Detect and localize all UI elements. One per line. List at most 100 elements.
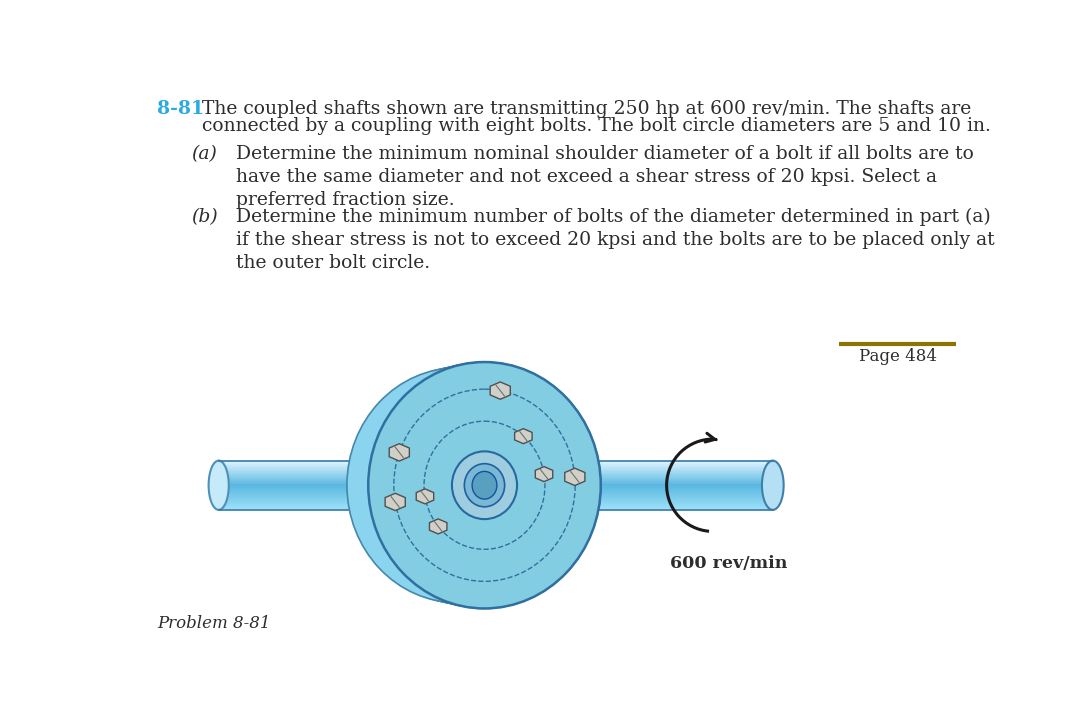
Ellipse shape <box>472 472 497 499</box>
Bar <box>218 479 489 480</box>
Bar <box>481 485 773 486</box>
Bar <box>481 482 773 484</box>
Bar <box>218 488 489 489</box>
Bar <box>481 462 773 463</box>
Text: (a): (a) <box>191 145 217 163</box>
Text: the outer bolt circle.: the outer bolt circle. <box>237 255 431 272</box>
Bar <box>481 491 773 492</box>
Polygon shape <box>535 467 553 481</box>
Bar <box>481 508 773 509</box>
Polygon shape <box>490 382 510 399</box>
Bar <box>481 466 773 467</box>
Bar <box>218 489 489 490</box>
Bar <box>481 496 773 497</box>
Bar <box>218 460 489 462</box>
Bar <box>218 502 489 503</box>
Bar <box>481 464 773 466</box>
Polygon shape <box>386 493 405 510</box>
Text: (b): (b) <box>191 208 218 226</box>
Ellipse shape <box>762 460 784 510</box>
Bar <box>481 508 773 510</box>
Ellipse shape <box>355 366 581 605</box>
Bar <box>481 493 773 494</box>
Bar <box>218 482 489 484</box>
Bar <box>481 501 773 502</box>
Bar <box>218 474 489 476</box>
Bar <box>481 477 773 479</box>
Bar <box>481 495 773 496</box>
Bar <box>481 502 773 503</box>
Bar <box>218 481 489 483</box>
Bar <box>481 470 773 471</box>
Polygon shape <box>429 519 447 534</box>
Ellipse shape <box>351 367 574 604</box>
Bar <box>218 506 489 507</box>
Text: have the same diameter and not exceed a shear stress of 20 kpsi. Select a: have the same diameter and not exceed a … <box>237 168 937 186</box>
Bar <box>481 487 773 488</box>
Bar <box>218 497 489 498</box>
Bar <box>481 499 773 501</box>
Bar <box>481 488 773 489</box>
Bar <box>481 490 773 491</box>
Bar <box>218 476 489 477</box>
Bar <box>218 480 489 481</box>
Polygon shape <box>565 468 585 486</box>
Ellipse shape <box>368 362 601 609</box>
Bar <box>218 484 489 486</box>
Bar <box>481 460 773 462</box>
Polygon shape <box>389 444 409 461</box>
Bar <box>218 494 489 496</box>
Bar <box>218 467 489 469</box>
Bar <box>218 468 489 469</box>
Ellipse shape <box>465 464 505 507</box>
Text: connected by a coupling with eight bolts. The bolt circle diameters are 5 and 10: connected by a coupling with eight bolts… <box>202 117 990 135</box>
Polygon shape <box>416 489 433 504</box>
Ellipse shape <box>346 368 568 602</box>
Text: Determine the minimum nominal shoulder diameter of a bolt if all bolts are to: Determine the minimum nominal shoulder d… <box>237 145 974 163</box>
Ellipse shape <box>368 362 601 609</box>
Bar <box>481 507 773 508</box>
Bar <box>481 497 773 498</box>
Bar <box>218 473 489 474</box>
Bar <box>481 493 773 495</box>
Bar <box>481 505 773 506</box>
Bar <box>481 481 773 483</box>
Bar <box>481 476 773 477</box>
Bar <box>218 508 489 510</box>
Bar <box>218 470 489 471</box>
Bar <box>481 483 773 484</box>
Text: if the shear stress is not to exceed 20 kpsi and the bolts are to be placed only: if the shear stress is not to exceed 20 … <box>237 231 995 249</box>
Bar <box>481 473 773 474</box>
Bar <box>218 462 489 463</box>
Bar <box>481 469 773 470</box>
Bar <box>481 474 773 476</box>
Ellipse shape <box>452 451 517 519</box>
Bar <box>218 485 489 486</box>
Bar <box>218 477 489 479</box>
Bar <box>218 469 489 470</box>
Bar <box>481 467 773 469</box>
Ellipse shape <box>364 363 594 607</box>
Bar <box>481 484 773 485</box>
Bar <box>481 489 773 490</box>
Bar <box>218 508 489 509</box>
Bar <box>218 498 489 499</box>
Bar <box>481 484 773 486</box>
Bar <box>218 492 489 493</box>
Bar <box>218 495 489 496</box>
Bar <box>218 465 489 467</box>
Bar <box>218 505 489 506</box>
Text: preferred fraction size.: preferred fraction size. <box>237 191 455 209</box>
Bar <box>481 467 773 468</box>
Bar <box>218 491 489 492</box>
Bar <box>218 491 489 493</box>
Bar <box>218 503 489 504</box>
Bar <box>481 503 773 505</box>
Ellipse shape <box>359 364 588 606</box>
Bar <box>218 507 489 508</box>
Bar <box>218 493 489 494</box>
Text: Determine the minimum number of bolts of the diameter determined in part (a): Determine the minimum number of bolts of… <box>237 208 992 226</box>
Bar <box>218 509 489 510</box>
Bar <box>481 494 773 496</box>
Bar <box>481 468 773 469</box>
